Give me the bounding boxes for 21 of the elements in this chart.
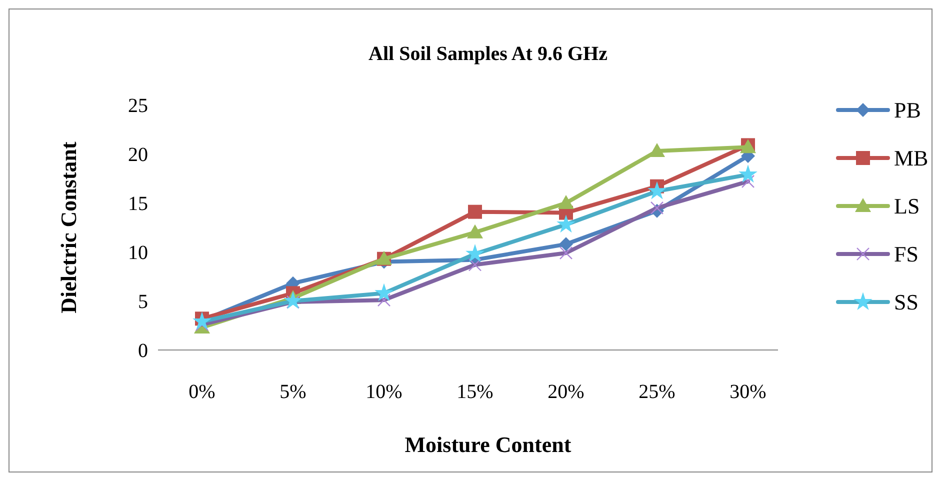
legend-label: MB [894,146,928,171]
x-tick-label: 25% [638,381,676,403]
x-tick-label: 0% [188,381,216,403]
y-tick-label: 5 [138,291,148,313]
legend-label: PB [894,98,921,123]
legend-label: LS [894,194,920,219]
chart-title: All Soil Samples At 9.6 GHz [368,43,608,65]
legend-label: FS [894,242,918,267]
x-tick-label: 20% [548,381,584,403]
x-tick-label: 30% [730,381,766,403]
x-tick-label: 5% [280,381,306,403]
y-tick-label: 15 [128,193,148,215]
x-tick-label: 10% [366,381,402,403]
x-axis-title: Moisture Content [404,432,572,457]
y-tick-label: 20 [128,144,148,166]
y-axis-title: Dielctric Constant [56,140,81,314]
legend-label: SS [894,290,918,315]
y-tick-label: 0 [138,340,148,362]
y-tick-label: 25 [128,95,148,117]
y-tick-label: 10 [128,242,148,264]
x-tick-label: 15% [456,381,494,403]
